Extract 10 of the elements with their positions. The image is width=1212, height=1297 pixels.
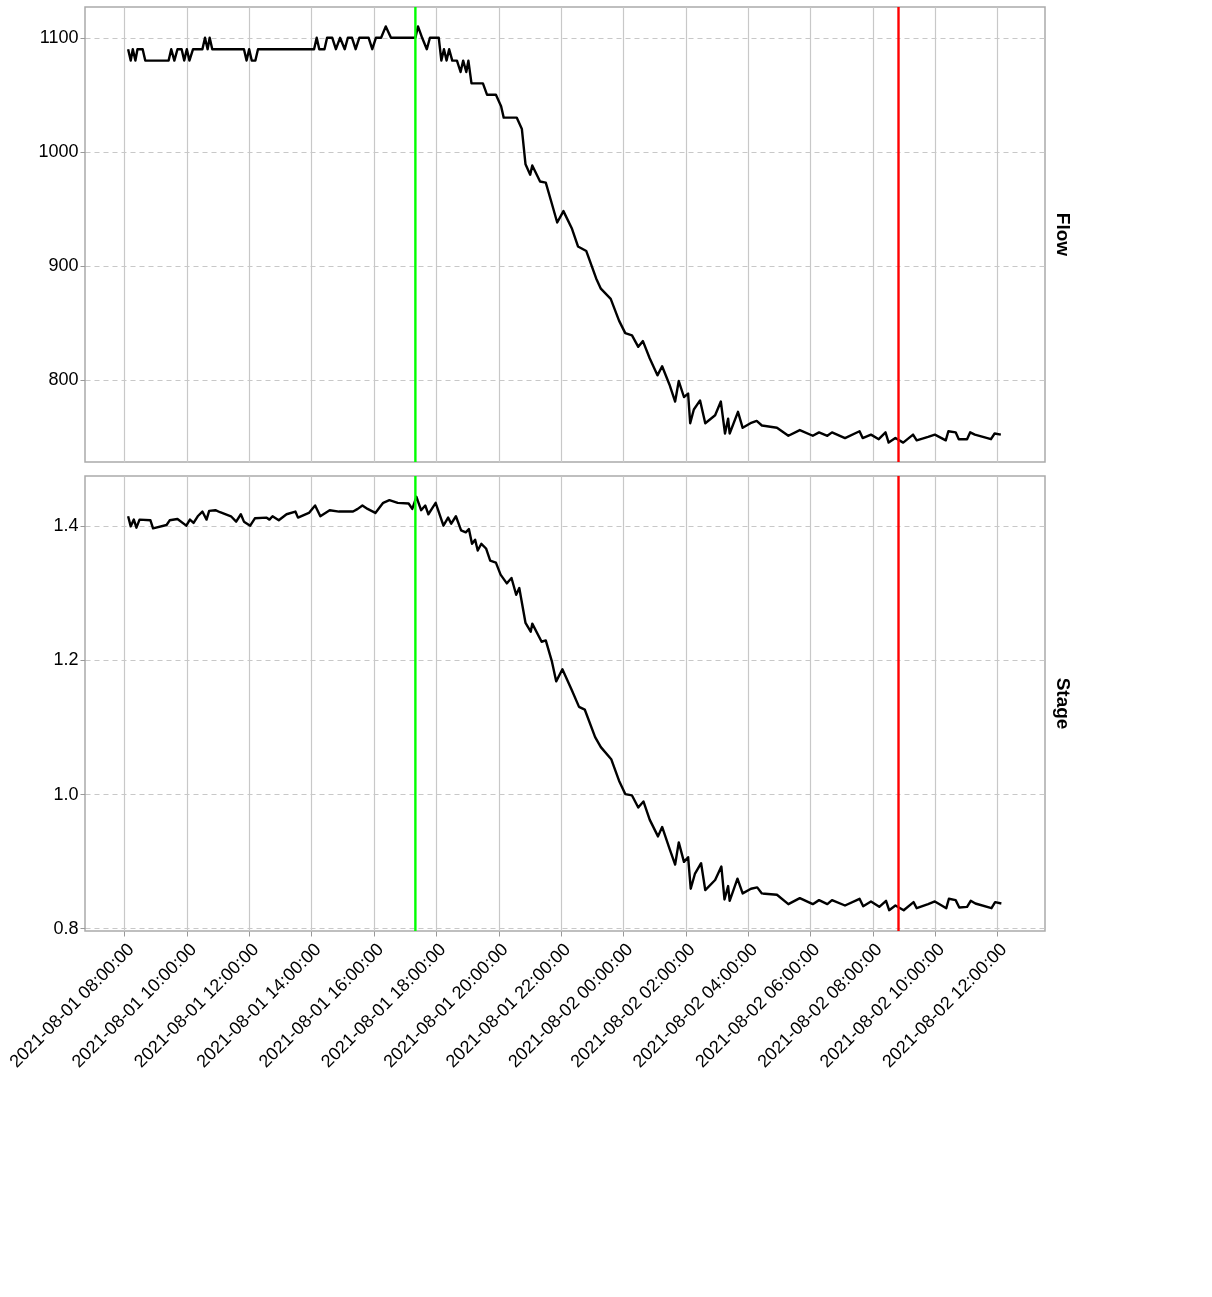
y-tick-label: 1.4 <box>53 515 79 536</box>
y-tick-label: 1100 <box>39 27 79 48</box>
y-tick-label: 800 <box>48 369 79 390</box>
text: Flow <box>1053 212 1074 257</box>
text: Stage <box>1053 677 1074 730</box>
y-tick-label: 1.0 <box>53 783 79 804</box>
y-tick-label: 1000 <box>38 141 79 162</box>
y-tick-label: 0.8 <box>53 917 79 938</box>
y-tick-label: 900 <box>48 255 79 276</box>
y-tick-label: 1.2 <box>53 649 79 670</box>
